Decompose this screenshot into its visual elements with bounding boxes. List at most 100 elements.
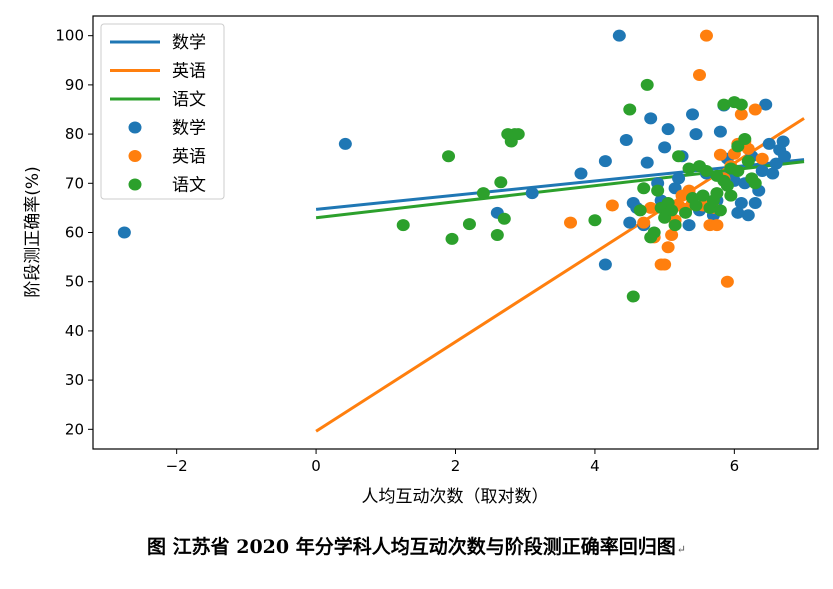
point-math (598, 258, 612, 271)
point-math (598, 155, 612, 168)
legend-label-chinese: 语文 (172, 176, 206, 196)
point-math (689, 128, 703, 141)
x-axis: −2 0 2 4 6 (166, 449, 740, 475)
point-english (658, 258, 672, 271)
point-chinese (699, 164, 713, 177)
point-math (741, 209, 755, 222)
point-chinese (462, 218, 476, 231)
point-english (692, 69, 706, 82)
point-chinese (679, 206, 693, 219)
y-tick-label: 80 (65, 125, 84, 143)
x-tick-label: 0 (311, 457, 321, 475)
point-chinese (672, 150, 686, 163)
point-english (644, 201, 658, 214)
point-math (619, 133, 633, 146)
point-chinese (724, 189, 738, 202)
point-english (748, 103, 762, 116)
legend-label-english: 英语 (172, 62, 206, 82)
point-english (661, 241, 675, 254)
point-math (661, 123, 675, 136)
x-tick-label: 6 (730, 457, 740, 475)
point-chinese (476, 187, 490, 200)
point-math (769, 157, 783, 170)
plot-area (117, 29, 805, 433)
point-math (759, 98, 773, 111)
point-english (564, 216, 578, 229)
legend-label-math: 数学 (172, 119, 206, 139)
legend-label-english: 英语 (172, 147, 206, 167)
point-chinese (748, 177, 762, 190)
y-tick-label: 100 (55, 27, 84, 45)
point-chinese (442, 150, 456, 163)
point-math (713, 125, 727, 138)
point-math (762, 137, 776, 150)
point-math (682, 219, 696, 232)
point-chinese (588, 214, 602, 227)
point-english (699, 29, 713, 42)
point-chinese (689, 199, 703, 212)
point-english (720, 275, 734, 288)
point-math (644, 112, 658, 125)
point-chinese (445, 232, 459, 245)
figure-caption: 图 江苏省 2020 年分学科人均互动次数与阶段测正确率回归图↵ (0, 532, 833, 559)
point-math (776, 135, 790, 148)
y-tick-label: 20 (65, 420, 84, 438)
y-tick-label: 40 (65, 322, 84, 340)
x-tick-label: −2 (166, 457, 188, 475)
point-chinese (647, 226, 661, 239)
point-math (686, 108, 700, 121)
point-chinese (637, 182, 651, 195)
point-chinese (665, 204, 679, 217)
point-english (734, 108, 748, 121)
point-chinese (738, 133, 752, 146)
fit-line-math (315, 158, 805, 211)
point-english (637, 216, 651, 229)
point-math (755, 164, 769, 177)
legend-label-math: 数学 (172, 33, 206, 53)
point-math (658, 141, 672, 154)
point-chinese (710, 169, 724, 182)
point-chinese (651, 184, 665, 197)
point-math (672, 172, 686, 185)
point-chinese (396, 219, 410, 232)
return-mark: ↵ (676, 543, 686, 556)
point-chinese (741, 155, 755, 168)
point-math (748, 196, 762, 209)
y-axis: 20 30 40 50 60 70 80 90 100 (55, 27, 93, 438)
point-chinese (731, 164, 745, 177)
point-english (741, 142, 755, 155)
y-axis-label: 阶段测正确率(%) (23, 166, 43, 297)
point-math (574, 167, 588, 180)
legend-marker-math (128, 121, 142, 134)
fit-line-chinese (315, 160, 805, 220)
x-tick-label: 4 (590, 457, 600, 475)
point-english (755, 152, 769, 165)
point-math (778, 150, 792, 163)
point-chinese (497, 212, 511, 225)
point-chinese (696, 189, 710, 202)
point-math (731, 206, 745, 219)
caption-text: 图 江苏省 2020 年分学科人均互动次数与阶段测正确率回归图 (147, 536, 676, 558)
point-chinese (633, 204, 647, 217)
point-chinese (668, 219, 682, 232)
y-tick-label: 50 (65, 273, 84, 291)
point-math (338, 137, 352, 150)
point-chinese (682, 162, 696, 175)
point-chinese (623, 103, 637, 116)
x-tick-label: 2 (451, 457, 461, 475)
legend-marker-english (128, 150, 142, 162)
point-math (117, 226, 131, 239)
point-english (710, 219, 724, 232)
point-chinese (710, 187, 724, 200)
x-axis-label: 人均互动次数（取对数） (362, 487, 549, 507)
y-tick-label: 70 (65, 174, 84, 192)
point-math (623, 216, 637, 229)
point-math (525, 187, 539, 200)
point-chinese (713, 204, 727, 217)
point-chinese (511, 128, 525, 141)
point-math (734, 196, 748, 209)
point-chinese (494, 176, 508, 189)
y-tick-label: 30 (65, 371, 84, 389)
point-chinese (717, 98, 731, 111)
